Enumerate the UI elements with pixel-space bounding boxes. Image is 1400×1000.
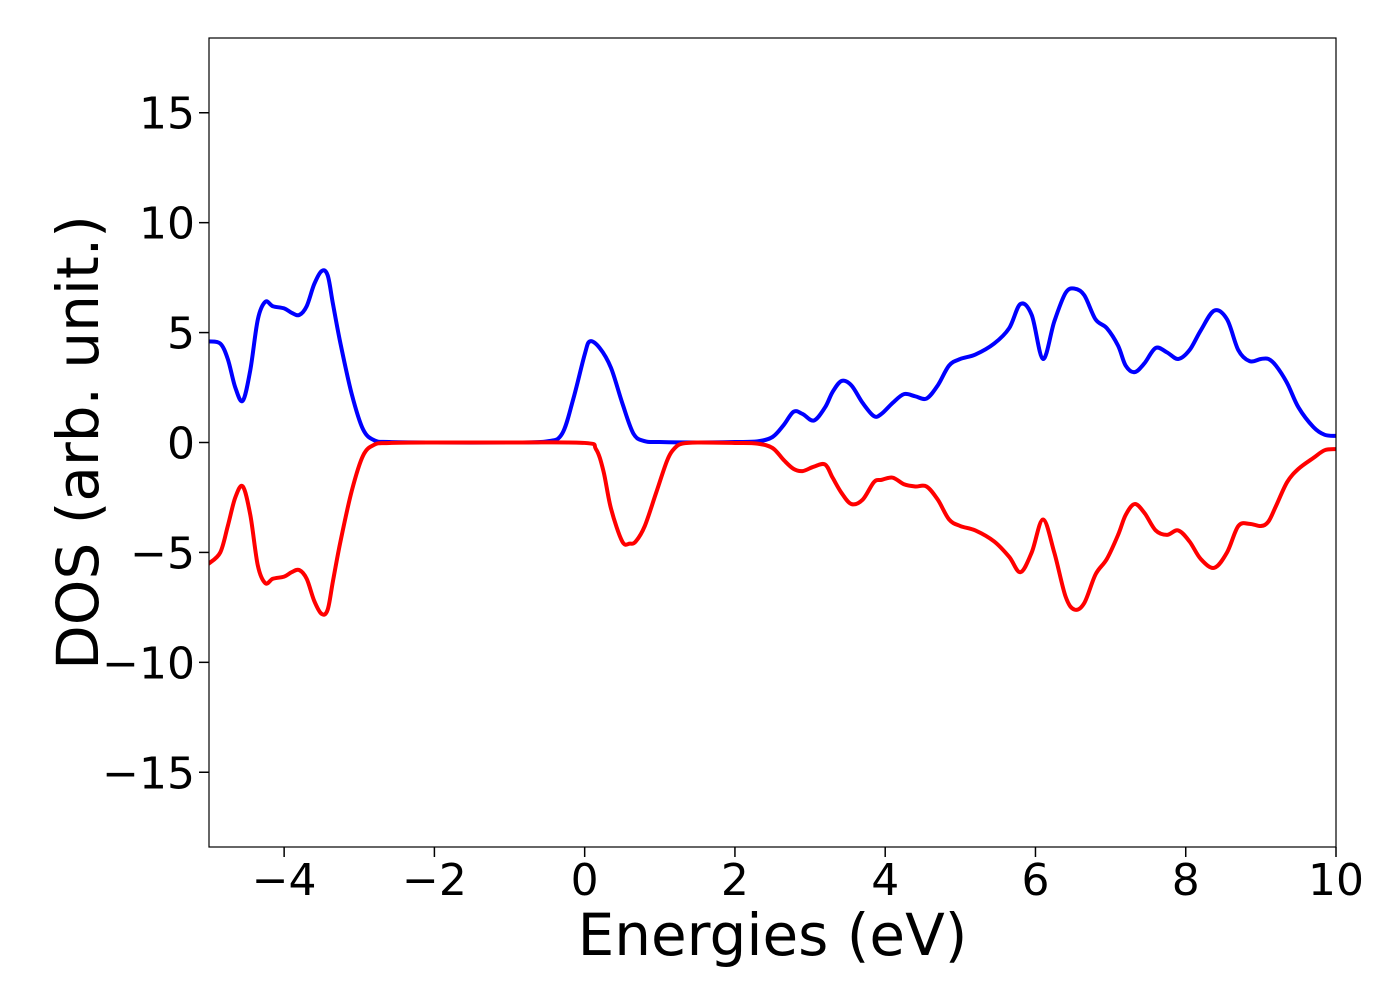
x-tick-label: 10 [1308, 855, 1364, 906]
series-layer [209, 268, 1336, 617]
x-tick-label: 6 [1021, 855, 1049, 906]
x-tick-label: −4 [252, 855, 317, 906]
dos-line-blue [209, 268, 1336, 445]
x-tick-label: 0 [571, 855, 599, 906]
y-tick-label: 5 [167, 309, 195, 360]
y-tick-label: 15 [139, 89, 195, 140]
x-tick-label: 2 [721, 855, 749, 906]
y-axis-label: DOS (arb. unit.) [44, 215, 112, 670]
x-axis-label: Energies (eV) [578, 901, 968, 969]
x-tick-label: 8 [1172, 855, 1200, 906]
x-tick-label: −2 [402, 855, 467, 906]
y-tick-label: −10 [102, 638, 195, 689]
dos-line-red [209, 440, 1336, 617]
x-tick-label: 4 [871, 855, 899, 906]
y-tick-label: 10 [139, 199, 195, 250]
y-tick-label: −5 [130, 528, 195, 579]
y-ticks: −15 −10 −5 0 5 10 15 [102, 89, 209, 799]
x-ticks: −4 −2 0 2 4 6 8 10 [252, 847, 1364, 906]
y-tick-label: −15 [102, 748, 195, 799]
y-tick-label: 0 [167, 419, 195, 470]
